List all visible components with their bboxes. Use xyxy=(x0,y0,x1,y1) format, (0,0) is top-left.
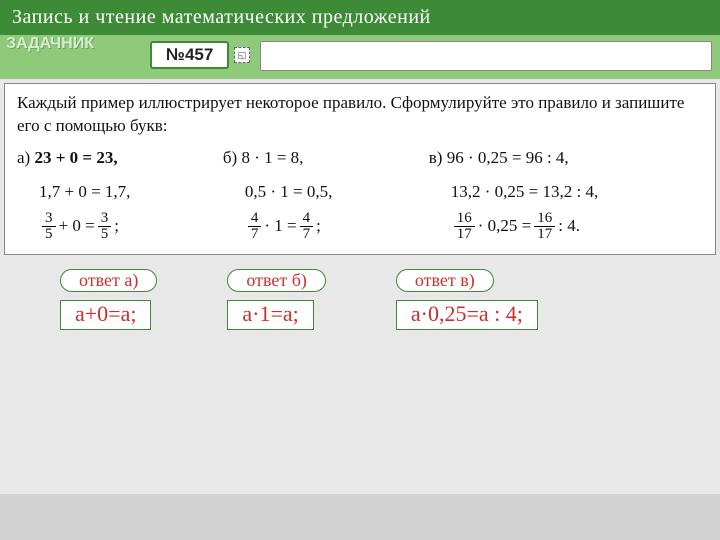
a-line1: а) 23 + 0 = 23, xyxy=(17,142,213,176)
fraction: 16 17 xyxy=(454,211,475,242)
c-l1: 96 · 0,25 = 96 : 4, xyxy=(447,147,569,170)
a-line2: 1,7 + 0 = 1,7, xyxy=(17,176,213,210)
zadachnik-label: ЗАДАЧНИК xyxy=(6,37,126,51)
col-a: а) 23 + 0 = 23, 1,7 + 0 = 1,7, 3 5 + 0 =… xyxy=(17,142,213,244)
c-line2: 13,2 · 0,25 = 13,2 : 4, xyxy=(429,176,703,210)
b-line1: б) 8 · 1 = 8, xyxy=(223,142,419,176)
page-title-bar: Запись и чтение математических предложен… xyxy=(0,0,720,35)
b-l1: 8 · 1 = 8, xyxy=(241,147,303,170)
answer-b: ответ б) a·1=a; xyxy=(227,269,326,330)
fraction: 4 7 xyxy=(248,211,262,242)
answer-b-button[interactable]: ответ б) xyxy=(227,269,326,292)
footer-band xyxy=(0,494,720,540)
answer-b-value: a·1=a; xyxy=(227,300,313,330)
col-b: б) 8 · 1 = 8, 0,5 · 1 = 0,5, 4 7 · 1 = 4… xyxy=(223,142,419,244)
problem-intro: Каждый пример иллюстрирует некоторое пра… xyxy=(17,92,703,138)
page-title: Запись и чтение математических предложен… xyxy=(12,6,431,28)
a-line3: 3 5 + 0 = 3 5 ; xyxy=(17,210,213,244)
problem-box: Каждый пример иллюстрирует некоторое пра… xyxy=(4,83,716,255)
col-a-label: а) xyxy=(17,147,30,170)
b-line3: 4 7 · 1 = 4 7 ; xyxy=(223,210,419,244)
c-line3: 16 17 · 0,25 = 16 17 : 4. xyxy=(429,210,703,244)
answers-row: ответ а) a+0=a; ответ б) a·1=a; ответ в)… xyxy=(0,255,720,330)
c-line1: в) 96 · 0,25 = 96 : 4, xyxy=(429,142,703,176)
task-number-badge: №457 xyxy=(150,41,229,69)
placeholder-icon: ◱ xyxy=(234,47,250,63)
fraction: 3 5 xyxy=(42,211,56,242)
col-c: в) 96 · 0,25 = 96 : 4, 13,2 · 0,25 = 13,… xyxy=(429,142,703,244)
col-c-label: в) xyxy=(429,147,443,170)
answer-c-button[interactable]: ответ в) xyxy=(396,269,494,292)
col-b-label: б) xyxy=(223,147,237,170)
answer-c-value: a·0,25=a : 4; xyxy=(396,300,538,330)
sub-bar: ЗАДАЧНИК №457 ◱ xyxy=(0,35,720,79)
answer-a: ответ а) a+0=a; xyxy=(60,269,157,330)
answer-a-value: a+0=a; xyxy=(60,300,151,330)
answer-c: ответ в) a·0,25=a : 4; xyxy=(396,269,538,330)
fraction: 16 17 xyxy=(534,211,555,242)
b-line2: 0,5 · 1 = 0,5, xyxy=(223,176,419,210)
a-l1: 23 + 0 = 23, xyxy=(34,147,117,170)
answer-a-button[interactable]: ответ а) xyxy=(60,269,157,292)
fraction: 3 5 xyxy=(98,211,112,242)
problem-columns: а) 23 + 0 = 23, 1,7 + 0 = 1,7, 3 5 + 0 =… xyxy=(17,142,703,244)
answer-input[interactable] xyxy=(260,41,712,71)
fraction: 4 7 xyxy=(300,211,314,242)
